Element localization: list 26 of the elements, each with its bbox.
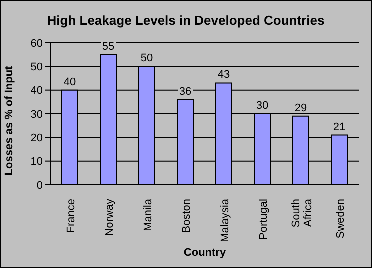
y-tick-label: 0 — [36, 180, 43, 192]
x-tick-label: South Africa — [290, 198, 314, 228]
data-label: 40 — [64, 76, 76, 88]
data-label: 55 — [102, 40, 115, 53]
y-tick-label: 60 — [30, 38, 43, 50]
x-tick-label: Manila — [142, 198, 154, 232]
y-tick-label: 10 — [30, 156, 43, 168]
data-label: 30 — [256, 100, 269, 112]
data-label: 29 — [294, 102, 308, 114]
data-label: 50 — [140, 52, 154, 65]
y-tick-label: 40 — [30, 85, 43, 98]
x-tick-label: Sweden — [334, 199, 347, 239]
x-tick-label: Portugal — [258, 199, 270, 240]
x-tick-label: France — [65, 199, 78, 234]
x-tick-label: Norway — [104, 198, 116, 236]
data-label: 21 — [333, 121, 346, 134]
y-tick-label: 50 — [30, 62, 43, 74]
chart-title: High Leakage Levels in Developed Countries — [46, 13, 326, 28]
x-tick-label: Malaysia — [219, 198, 232, 242]
data-label: 43 — [218, 69, 230, 82]
y-axis-title: Losses as % of Input — [4, 66, 16, 176]
x-tick-label: Boston — [180, 199, 193, 234]
data-label: 36 — [179, 86, 192, 98]
y-tick-label: 30 — [30, 108, 43, 121]
x-axis-title: Country — [182, 247, 228, 259]
y-tick-label: 20 — [30, 132, 43, 145]
